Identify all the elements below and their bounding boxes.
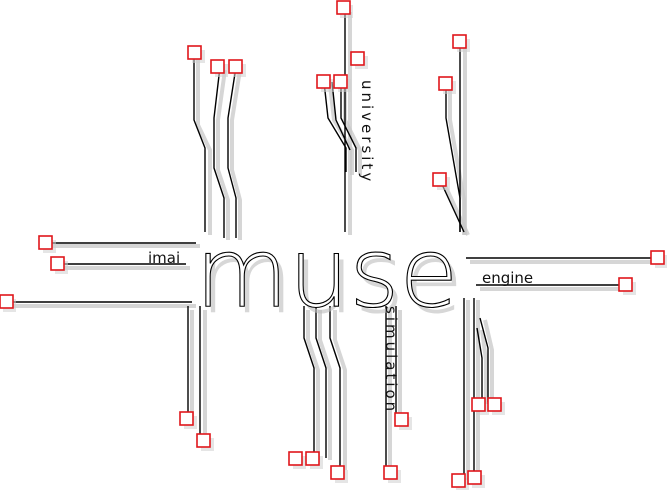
trace-shadows [10,12,660,480]
logo-main-text: muse [195,217,458,329]
pad-top-right-2 [438,76,453,91]
logo-main-shadow: muse [200,223,463,335]
pad-bottom-right-4 [467,470,482,485]
pad-bottom-mid-1 [288,451,303,466]
pad-top-right-3 [432,172,447,187]
pad-bottom-right-1 [471,397,486,412]
pad-bottom-mid-2 [305,451,320,466]
trace-bottom-mid-2 [315,306,327,458]
trace-top-left-1 [193,54,206,232]
pad-bottom-right-2 [487,397,502,412]
trace-bottom-mid-1 [303,306,315,458]
pad-bottom-center-1 [394,412,409,427]
pad-top-mid-3 [350,51,365,66]
pad-top-center [336,0,351,15]
word-right: engine [482,269,533,287]
trace-bottom-right-4 [476,327,483,404]
pad-right-2 [618,277,633,292]
word-left: imai [148,249,180,267]
pad-right-1 [650,250,665,265]
word-top-vertical: university [358,80,376,184]
word-bottom-vertical: simulation [382,306,400,414]
trace-top-left-2 [213,66,225,238]
trace-top-left-3 [227,66,237,238]
pad-top-mid-2 [333,74,348,89]
logo-main: muse muse [194,216,463,335]
traces [6,8,658,480]
trace-top-mid-2 [340,82,357,172]
pad-bottom-center-2 [383,465,398,480]
pad-top-left-2 [210,59,225,74]
pad-top-left-1 [187,45,202,60]
pad-bottom-left-2 [196,433,211,448]
pad-bottom-right-3 [451,473,466,488]
trace-bottom-right-3 [479,317,489,404]
trace-top-mid-1 [323,81,347,172]
pad-bottom-mid-3 [330,465,345,480]
pad-top-mid-1 [316,74,331,89]
pad-top-right-1 [452,34,467,49]
pad-bottom-left-1 [179,411,194,426]
pad-left-3 [0,294,14,309]
trace-bottom-mid-3 [329,306,341,472]
pad-left-2 [50,256,65,271]
pad-top-left-3 [228,59,243,74]
pad-left-1 [38,235,53,250]
